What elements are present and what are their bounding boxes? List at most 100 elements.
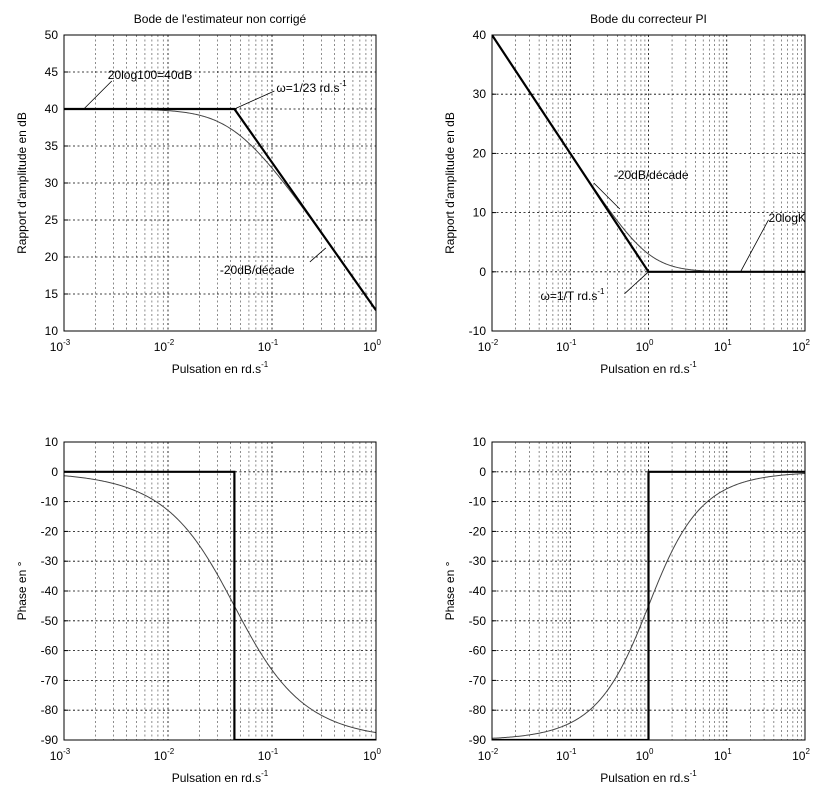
x-tick-label-exponent: 1 xyxy=(727,338,732,347)
x-axis-label-base: Pulsation en rd.s xyxy=(172,362,261,376)
x-axis-label: Pulsation en rd.s-1 xyxy=(172,769,269,785)
y-tick-label: -90 xyxy=(41,733,59,747)
x-tick-label-base: 10 xyxy=(258,340,272,354)
y-tick-label: -80 xyxy=(469,703,487,717)
x-tick-label-exponent: -2 xyxy=(491,338,499,347)
x-tick-label: 10-3 xyxy=(50,747,71,763)
annotation-leader xyxy=(83,80,113,110)
x-tick-label-exponent: -3 xyxy=(63,747,71,756)
x-tick-label: 100 xyxy=(363,747,381,763)
y-tick-label: -70 xyxy=(41,673,59,687)
y-tick-label: 0 xyxy=(51,465,58,479)
x-tick-label-base: 10 xyxy=(556,340,570,354)
y-tick-label: 10 xyxy=(473,206,487,220)
exact-response-curve xyxy=(64,108,376,311)
y-tick-label: -70 xyxy=(469,673,487,687)
y-tick-label: 0 xyxy=(479,265,486,279)
y-axis-label: Phase en ° xyxy=(15,561,29,620)
y-tick-label: 40 xyxy=(473,28,487,42)
x-tick-label: 10-2 xyxy=(154,747,175,763)
x-tick-label: 100 xyxy=(636,747,654,763)
plot-grid xyxy=(64,442,376,740)
y-tick-label: -40 xyxy=(41,584,59,598)
x-tick-label: 10-2 xyxy=(478,338,499,354)
x-axis-label-exponent: -1 xyxy=(261,769,269,778)
y-tick-label: -50 xyxy=(41,614,59,628)
x-tick-label-exponent: -1 xyxy=(271,747,279,756)
x-tick-label: 102 xyxy=(792,338,810,354)
x-tick-label: 10-1 xyxy=(556,338,577,354)
x-tick-label: 10-1 xyxy=(258,338,279,354)
chart-title: Bode de l'estimateur non corrigé xyxy=(134,12,307,26)
x-tick-label-exponent: -3 xyxy=(63,338,71,347)
y-tick-label: 15 xyxy=(45,287,59,301)
annotation-label: 20log100=40dB xyxy=(108,68,192,82)
annotation-label: -20dB/décade xyxy=(614,168,689,182)
annotation-label: ω=1/23 rd.s-1 xyxy=(276,79,347,95)
y-tick-label: 10 xyxy=(45,324,59,338)
x-tick-label: 101 xyxy=(714,747,732,763)
y-tick-label: -40 xyxy=(469,584,487,598)
x-tick-label-base: 10 xyxy=(792,340,806,354)
x-tick-label: 10-1 xyxy=(258,747,279,763)
x-tick-label-exponent: 2 xyxy=(805,747,810,756)
x-tick-label-base: 10 xyxy=(154,340,168,354)
annotation-leader xyxy=(309,247,327,263)
x-tick-label-exponent: -1 xyxy=(569,338,577,347)
asymptotic-response-line xyxy=(492,470,805,740)
x-tick-label-exponent: -2 xyxy=(167,747,175,756)
y-tick-label: 25 xyxy=(45,213,59,227)
y-tick-label: 10 xyxy=(45,435,59,449)
x-tick-label-exponent: -1 xyxy=(271,338,279,347)
plot-grid xyxy=(492,442,805,740)
x-axis-label-exponent: -1 xyxy=(690,769,698,778)
asymptotic-response-line xyxy=(64,470,376,740)
x-axis-label-base: Pulsation en rd.s xyxy=(600,362,689,376)
x-tick-label-base: 10 xyxy=(636,749,650,763)
plot-grid xyxy=(492,35,805,331)
y-tick-label: 35 xyxy=(45,139,59,153)
x-tick-label: 102 xyxy=(792,747,810,763)
x-tick-label-base: 10 xyxy=(50,749,64,763)
x-tick-label-exponent: 1 xyxy=(727,747,732,756)
y-tick-label: 10 xyxy=(473,435,487,449)
y-tick-label: -50 xyxy=(469,614,487,628)
plot-frame xyxy=(491,34,806,332)
y-tick-label: -60 xyxy=(469,644,487,658)
x-tick-label-base: 10 xyxy=(714,340,728,354)
y-tick-label: 45 xyxy=(45,65,59,79)
x-tick-label-base: 10 xyxy=(556,749,570,763)
y-tick-label: -60 xyxy=(41,644,59,658)
x-tick-label-exponent: -2 xyxy=(491,747,499,756)
chart-title: Bode du correcteur PI xyxy=(590,12,707,26)
x-tick-label-base: 10 xyxy=(636,340,650,354)
x-axis-label-exponent: -1 xyxy=(690,360,698,369)
annotation-leader xyxy=(593,182,621,210)
y-tick-label: -30 xyxy=(41,554,59,568)
x-tick-label-exponent: -2 xyxy=(167,338,175,347)
y-tick-label: -80 xyxy=(41,703,59,717)
annotation-leader xyxy=(740,219,769,272)
y-tick-label: -10 xyxy=(469,324,487,338)
y-axis-label: Phase en ° xyxy=(443,561,457,620)
y-tick-label: 20 xyxy=(45,250,59,264)
x-tick-label: 100 xyxy=(363,338,381,354)
x-tick-label-exponent: 0 xyxy=(649,747,654,756)
x-tick-label-base: 10 xyxy=(478,749,492,763)
y-tick-label: -10 xyxy=(469,495,487,509)
x-axis-label-base: Pulsation en rd.s xyxy=(172,771,261,785)
y-tick-label: 20 xyxy=(473,146,487,160)
x-tick-label: 10-3 xyxy=(50,338,71,354)
x-tick-label: 10-2 xyxy=(478,747,499,763)
x-tick-label: 101 xyxy=(714,338,732,354)
x-tick-label-exponent: 0 xyxy=(649,338,654,347)
x-axis-label-base: Pulsation en rd.s xyxy=(600,771,689,785)
annotation-leader xyxy=(624,271,649,295)
x-tick-label-base: 10 xyxy=(363,749,377,763)
annotation-label: 20logK xyxy=(769,211,806,225)
